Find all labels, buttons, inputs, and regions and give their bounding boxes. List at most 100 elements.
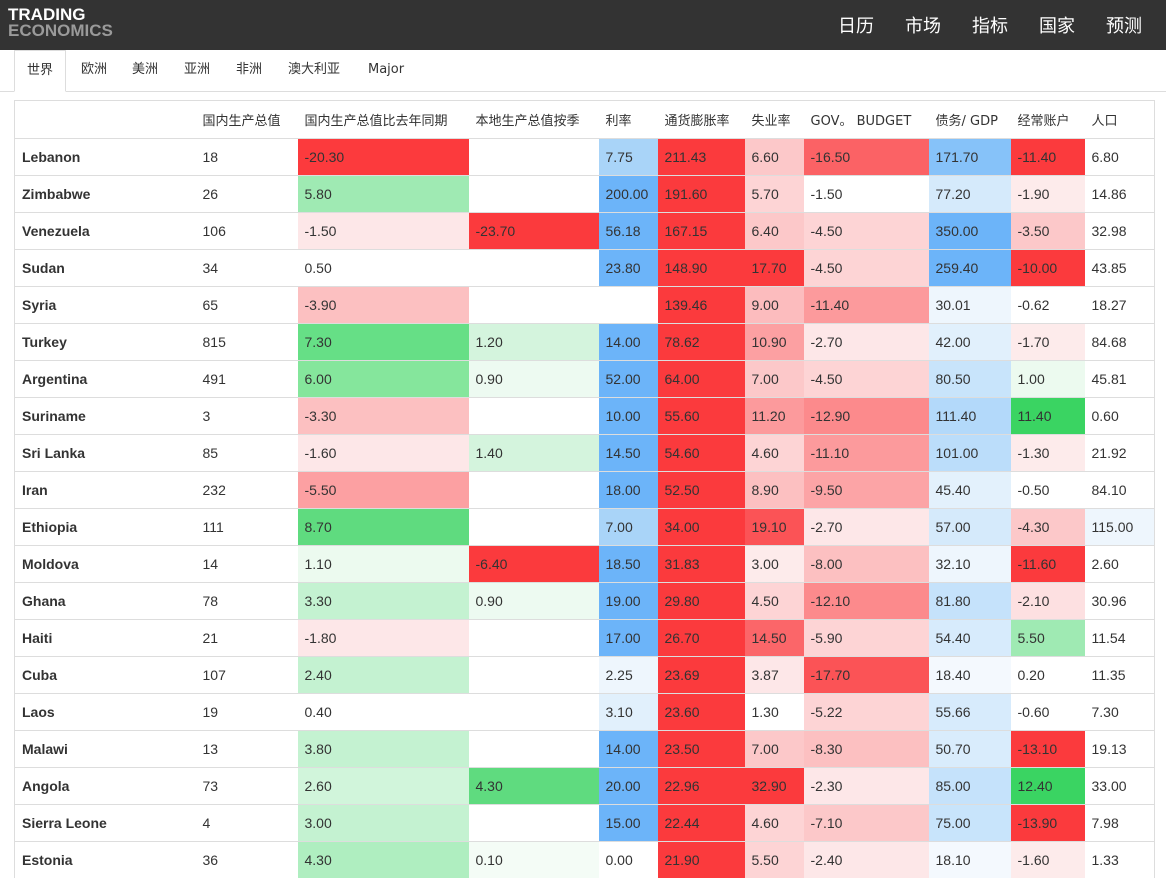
gdp-qoq-cell (468, 138, 599, 176)
inflation-cell: 167.15 (657, 212, 745, 250)
table-row[interactable]: Ghana 78 3.30 0.90 19.00 29.80 4.50 -12.10 81.80… (14, 582, 1155, 620)
country-cell[interactable]: Haiti (14, 619, 196, 657)
country-cell[interactable]: Malawi (14, 730, 196, 768)
interest-rate-cell: 15.00 (598, 804, 658, 842)
table-row[interactable]: Malawi 13 3.80 14.00 23.50 7.00 -8.30 50.70 -13.… (14, 730, 1155, 768)
unemployment-cell: 5.50 (744, 841, 804, 878)
unemployment-cell: 9.00 (744, 286, 804, 324)
debt-gdp-cell: 80.50 (928, 360, 1011, 398)
inflation-cell: 55.60 (657, 397, 745, 435)
table-row[interactable]: Laos 19 0.40 3.10 23.60 1.30 -5.22 55.66 -0.60 7.… (14, 693, 1155, 731)
country-cell[interactable]: Sierra Leone (14, 804, 196, 842)
country-cell[interactable]: Sri Lanka (14, 434, 196, 472)
gdp-yoy-cell: 0.50 (297, 249, 469, 287)
header-current-account[interactable]: 经常账户 (1010, 100, 1085, 139)
gdp-qoq-cell: -6.40 (468, 545, 599, 583)
interest-rate-cell: 2.25 (598, 656, 658, 694)
population-cell: 7.30 (1084, 693, 1155, 731)
table-row[interactable]: Turkey 815 7.30 1.20 14.00 78.62 10.90 -2.70 42.… (14, 323, 1155, 361)
gdp-cell: 106 (195, 212, 298, 250)
inflation-cell: 22.44 (657, 804, 745, 842)
header-inflation[interactable]: 通货膨胀率 (657, 100, 745, 139)
gov-budget-cell: -11.40 (803, 286, 929, 324)
table-row[interactable]: Sierra Leone 4 3.00 15.00 22.44 4.60 -7.10 75.0… (14, 804, 1155, 842)
header-interest-rate[interactable]: 利率 (598, 100, 658, 139)
country-cell[interactable]: Venezuela (14, 212, 196, 250)
table-row[interactable]: Angola 73 2.60 4.30 20.00 22.96 32.90 -2.30 85.0… (14, 767, 1155, 805)
table-row[interactable]: Sri Lanka 85 -1.60 1.40 14.50 54.60 4.60 -11.10… (14, 434, 1155, 472)
unemployment-cell: 4.60 (744, 804, 804, 842)
country-cell[interactable]: Laos (14, 693, 196, 731)
header-unemployment[interactable]: 失业率 (744, 100, 804, 139)
table-row[interactable]: Haiti 21 -1.80 17.00 26.70 14.50 -5.90 54.40 5.5… (14, 619, 1155, 657)
table-row[interactable]: Zimbabwe 26 5.80 200.00 191.60 5.70 -1.50 77.20… (14, 175, 1155, 213)
inflation-cell: 23.69 (657, 656, 745, 694)
gdp-yoy-cell: -3.30 (297, 397, 469, 435)
gdp-cell: 21 (195, 619, 298, 657)
tab-europe[interactable]: 欧洲 (81, 62, 108, 77)
nav-forecasts[interactable]: 预测 (1106, 16, 1142, 37)
current-account-cell: 12.40 (1010, 767, 1085, 805)
header-gov-budget[interactable]: GOV。 BUDGET (803, 100, 929, 139)
header-population[interactable]: 人口 (1084, 100, 1155, 139)
header-gdp[interactable]: 国内生产总值 (195, 100, 298, 139)
country-cell[interactable]: Moldova (14, 545, 196, 583)
header-gdp-yoy[interactable]: 国内生产总值比去年同期 (297, 100, 469, 139)
header-debt-gdp[interactable]: 债务/ GDP (928, 100, 1011, 139)
debt-gdp-cell: 77.20 (928, 175, 1011, 213)
inflation-cell: 64.00 (657, 360, 745, 398)
nav-calendar[interactable]: 日历 (838, 16, 874, 37)
interest-rate-cell: 7.75 (598, 138, 658, 176)
tab-australia[interactable]: 澳大利亚 (288, 62, 341, 77)
country-cell[interactable]: Syria (14, 286, 196, 324)
table-row[interactable]: Lebanon 18 -20.30 7.75 211.43 6.60 -16.50 171.7… (14, 138, 1155, 176)
country-cell[interactable]: Argentina (14, 360, 196, 398)
country-cell[interactable]: Ethiopia (14, 508, 196, 546)
country-cell[interactable]: Sudan (14, 249, 196, 287)
nav-markets[interactable]: 市场 (905, 16, 941, 37)
table-row[interactable]: Argentina 491 6.00 0.90 52.00 64.00 7.00 -4.50 8… (14, 360, 1155, 398)
population-cell: 33.00 (1084, 767, 1155, 805)
table-row[interactable]: Iran 232 -5.50 18.00 52.50 8.90 -9.50 45.40 -0.5… (14, 471, 1155, 509)
table-row[interactable]: Venezuela 106 -1.50 -23.70 56.18 167.15 6.40 -4… (14, 212, 1155, 250)
country-cell[interactable]: Zimbabwe (14, 175, 196, 213)
current-account-cell: -2.10 (1010, 582, 1085, 620)
interest-rate-cell: 14.00 (598, 323, 658, 361)
nav-countries[interactable]: 国家 (1039, 16, 1075, 37)
country-cell[interactable]: Lebanon (14, 138, 196, 176)
header-gdp-qoq[interactable]: 本地生产总值按季 (468, 100, 599, 139)
nav-indicators[interactable]: 指标 (972, 16, 1008, 37)
table-row[interactable]: Suriname 3 -3.30 10.00 55.60 11.20 -12.90 111.4… (14, 397, 1155, 435)
tab-america[interactable]: 美洲 (132, 62, 159, 77)
table-row[interactable]: Estonia 36 4.30 0.10 0.00 21.90 5.50 -2.40 18.10… (14, 841, 1155, 878)
gdp-cell: 36 (195, 841, 298, 878)
country-cell[interactable]: Turkey (14, 323, 196, 361)
country-cell[interactable]: Iran (14, 471, 196, 509)
tab-major[interactable]: Major (368, 62, 405, 77)
tab-asia[interactable]: 亚洲 (184, 62, 211, 77)
gdp-yoy-cell: 6.00 (297, 360, 469, 398)
unemployment-cell: 4.50 (744, 582, 804, 620)
table-row[interactable]: Ethiopia 111 8.70 7.00 34.00 19.10 -2.70 57.00-… (14, 508, 1155, 546)
tradingeconomics-logo[interactable]: TRADING ECONOMICS (8, 6, 113, 39)
inflation-cell: 54.60 (657, 434, 745, 472)
tab-africa[interactable]: 非洲 (236, 62, 263, 77)
country-cell[interactable]: Estonia (14, 841, 196, 878)
table-row[interactable]: Syria 65 -3.90 139.46 9.00 -11.40 30.01 -0.62 18… (14, 286, 1155, 324)
gov-budget-cell: -2.70 (803, 508, 929, 546)
interest-rate-cell (598, 286, 658, 324)
population-cell: 21.92 (1084, 434, 1155, 472)
gdp-qoq-cell: 4.30 (468, 767, 599, 805)
inflation-cell: 148.90 (657, 249, 745, 287)
country-cell[interactable]: Ghana (14, 582, 196, 620)
tab-world[interactable]: 世界 (14, 50, 67, 92)
table-row[interactable]: Cuba 107 2.40 2.25 23.69 3.87 -17.70 18.40 0.20 1… (14, 656, 1155, 694)
country-cell[interactable]: Cuba (14, 656, 196, 694)
country-cell[interactable]: Angola (14, 767, 196, 805)
table-row[interactable]: Moldova 14 1.10 -6.40 18.50 31.83 3.00 -8.00 32.… (14, 545, 1155, 583)
country-cell[interactable]: Suriname (14, 397, 196, 435)
current-account-cell: 1.00 (1010, 360, 1085, 398)
gdp-qoq-cell (468, 619, 599, 657)
table-row[interactable]: Sudan 34 0.50 23.80 148.90 17.70 -4.50 259.40 -1… (14, 249, 1155, 287)
gdp-qoq-cell (468, 471, 599, 509)
